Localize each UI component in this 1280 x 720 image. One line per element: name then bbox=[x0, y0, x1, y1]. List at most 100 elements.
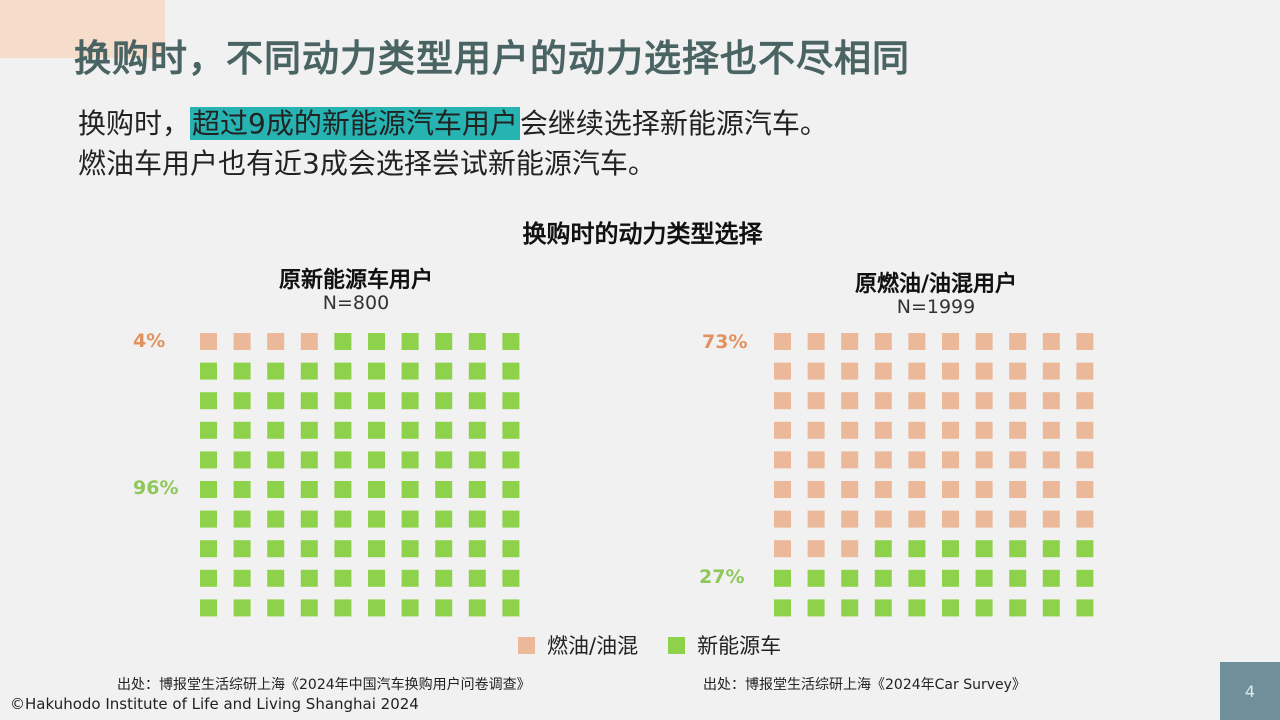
waffle-cell-nev-panel-0 bbox=[502, 599, 520, 617]
waffle-cell-fuel-panel-1 bbox=[908, 451, 926, 469]
waffle-cell-fuel-panel-1 bbox=[908, 510, 926, 528]
waffle-cell-nev-panel-0 bbox=[435, 481, 453, 498]
waffle-cell-nev-panel-0 bbox=[233, 569, 251, 587]
waffle-cell-fuel-panel-1 bbox=[1076, 481, 1094, 498]
legend-swatch-fuel bbox=[518, 636, 535, 654]
waffle-cell-fuel-panel-1 bbox=[1042, 510, 1060, 528]
waffle-cell-nev-panel-1 bbox=[841, 599, 859, 617]
waffle-cell-fuel-panel-1 bbox=[774, 362, 791, 380]
waffle-cell-nev-panel-1 bbox=[975, 599, 993, 617]
waffle-cell-fuel-panel-1 bbox=[774, 392, 791, 410]
waffle-cell-nev-panel-0 bbox=[502, 569, 520, 587]
waffle-cell-nev-panel-0 bbox=[468, 510, 486, 528]
panel-title-fuel-users: 原燃油/油混用户 bbox=[854, 272, 1018, 297]
waffle-cell-nev-panel-0 bbox=[267, 451, 285, 469]
waffle-cell-nev-panel-0 bbox=[368, 540, 385, 558]
waffle-cell-fuel-panel-1 bbox=[1009, 362, 1027, 380]
waffle-cell-nev-panel-0 bbox=[435, 333, 453, 350]
legend-swatch-nev bbox=[668, 636, 686, 654]
waffle-cell-nev-panel-0 bbox=[468, 481, 486, 498]
waffle-cell-nev-panel-1 bbox=[975, 569, 993, 587]
waffle-cell-fuel-panel-1 bbox=[841, 333, 859, 350]
waffle-cell-fuel-panel-1 bbox=[807, 540, 825, 558]
waffle-cell-nev-panel-0 bbox=[334, 362, 352, 380]
waffle-cell-nev-panel-0 bbox=[435, 599, 453, 617]
waffle-cell-fuel-panel-1 bbox=[942, 421, 959, 439]
waffle-cell-nev-panel-0 bbox=[200, 481, 217, 498]
waffle-cell-nev-panel-0 bbox=[233, 362, 251, 380]
waffle-cell-nev-panel-0 bbox=[468, 540, 486, 558]
waffle-cell-nev-panel-1 bbox=[908, 599, 926, 617]
waffle-cell-nev-panel-0 bbox=[468, 421, 486, 439]
waffle-cell-nev-panel-1 bbox=[1042, 569, 1060, 587]
waffle-cell-fuel-panel-1 bbox=[807, 451, 825, 469]
waffle-cell-fuel-panel-1 bbox=[975, 451, 993, 469]
panel-n-nev-users: N=800 bbox=[322, 292, 390, 314]
waffle-cell-fuel-panel-1 bbox=[841, 451, 859, 469]
waffle-cell-nev-panel-0 bbox=[233, 451, 251, 469]
waffle-cell-fuel-panel-1 bbox=[975, 362, 993, 380]
summary-line-2: 燃油车用户也有近3成会选择尝试新能源汽车。 bbox=[78, 147, 656, 180]
waffle-cell-fuel-panel-1 bbox=[774, 540, 791, 558]
waffle-cell-nev-panel-0 bbox=[435, 510, 453, 528]
waffle-cell-fuel-panel-1 bbox=[774, 451, 791, 469]
waffle-cell-nev-panel-0 bbox=[401, 333, 419, 350]
waffle-cell-nev-panel-0 bbox=[334, 569, 352, 587]
waffle-cell-nev-panel-0 bbox=[502, 333, 520, 350]
pct-label-nev-users-nev: 96% bbox=[133, 477, 179, 499]
waffle-cell-nev-panel-0 bbox=[267, 510, 285, 528]
chart-legend: 燃油/油混 新能源车 bbox=[518, 630, 811, 660]
waffle-cell-nev-panel-0 bbox=[401, 540, 419, 558]
waffle-cell-nev-panel-0 bbox=[267, 421, 285, 439]
waffle-cell-fuel-panel-1 bbox=[841, 421, 859, 439]
waffle-cell-nev-panel-0 bbox=[200, 569, 217, 587]
waffle-cell-fuel-panel-1 bbox=[942, 451, 959, 469]
summary-line-1-prefix: 换购时， bbox=[78, 107, 191, 140]
waffle-cell-fuel-panel-1 bbox=[807, 333, 825, 350]
legend-label-nev: 新能源车 bbox=[697, 634, 782, 658]
waffle-cell-fuel-panel-1 bbox=[807, 362, 825, 380]
waffle-cell-fuel-panel-1 bbox=[1076, 362, 1094, 380]
chart-title: 换购时的动力类型选择 bbox=[522, 220, 763, 248]
waffle-cell-fuel-panel-1 bbox=[874, 392, 892, 410]
page-number: 4 bbox=[1220, 662, 1280, 720]
waffle-cell-nev-panel-1 bbox=[942, 540, 959, 558]
waffle-cell-fuel-panel-1 bbox=[1009, 333, 1027, 350]
waffle-cell-fuel-panel-1 bbox=[1042, 362, 1060, 380]
pct-label-nev-users-fuel: 4% bbox=[133, 330, 166, 352]
waffle-cell-nev-panel-0 bbox=[502, 451, 520, 469]
waffle-cell-nev-panel-0 bbox=[368, 362, 385, 380]
waffle-cell-nev-panel-0 bbox=[502, 540, 520, 558]
waffle-cell-fuel-panel-1 bbox=[1009, 451, 1027, 469]
waffle-cell-nev-panel-0 bbox=[200, 510, 217, 528]
waffle-cell-fuel-panel-1 bbox=[1009, 510, 1027, 528]
waffle-cell-nev-panel-0 bbox=[267, 569, 285, 587]
waffle-cell-nev-panel-0 bbox=[233, 510, 251, 528]
waffle-cell-nev-panel-0 bbox=[502, 481, 520, 498]
waffle-cell-fuel-panel-1 bbox=[874, 421, 892, 439]
waffle-cell-nev-panel-0 bbox=[267, 481, 285, 498]
waffle-cell-nev-panel-0 bbox=[502, 362, 520, 380]
waffle-cell-nev-panel-0 bbox=[502, 421, 520, 439]
waffle-cell-fuel-panel-1 bbox=[908, 481, 926, 498]
waffle-cell-fuel-panel-1 bbox=[874, 481, 892, 498]
summary-highlight: 超过9成的新能源汽车用户 bbox=[190, 107, 520, 140]
waffle-cell-nev-panel-0 bbox=[435, 362, 453, 380]
waffle-cell-nev-panel-1 bbox=[1009, 569, 1027, 587]
waffle-cell-nev-panel-0 bbox=[334, 510, 352, 528]
waffle-cell-nev-panel-0 bbox=[468, 599, 486, 617]
waffle-cell-fuel-panel-0 bbox=[300, 333, 318, 350]
waffle-cell-nev-panel-0 bbox=[401, 392, 419, 410]
waffle-cell-nev-panel-0 bbox=[368, 510, 385, 528]
waffle-cell-nev-panel-0 bbox=[267, 362, 285, 380]
source-note-left: 出处：博报堂生活综研上海《2024年中国汽车换购用户问卷调查》 bbox=[117, 677, 531, 693]
waffle-cell-nev-panel-0 bbox=[435, 569, 453, 587]
waffle-cell-nev-panel-0 bbox=[233, 392, 251, 410]
waffle-cell-nev-panel-0 bbox=[300, 362, 318, 380]
waffle-cell-nev-panel-0 bbox=[300, 392, 318, 410]
waffle-cell-nev-panel-1 bbox=[908, 540, 926, 558]
waffle-cell-nev-panel-0 bbox=[200, 362, 217, 380]
waffle-cell-nev-panel-0 bbox=[401, 451, 419, 469]
waffle-cell-nev-panel-0 bbox=[233, 599, 251, 617]
